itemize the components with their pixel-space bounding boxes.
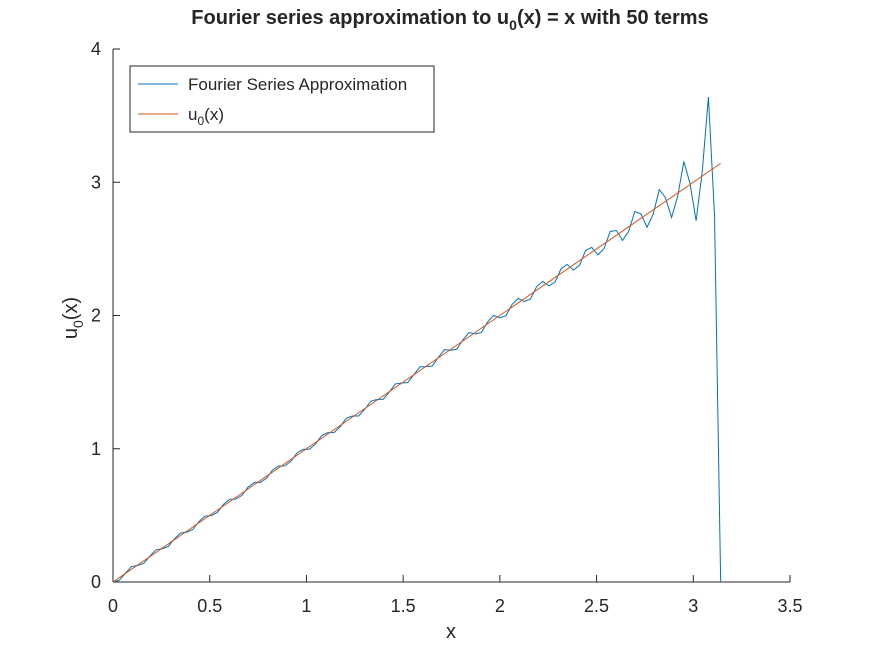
x-tick-label: 3.5 bbox=[777, 596, 802, 616]
y-tick-label: 0 bbox=[91, 572, 101, 592]
legend-box bbox=[129, 65, 435, 133]
plot-area: 0 0.5 1 1.5 2 2.5 3 3.5 0 1 2 3 4 bbox=[91, 39, 803, 616]
x-axis-label: x bbox=[446, 621, 456, 643]
x-tick-label: 1 bbox=[301, 596, 311, 616]
y-axis-label: u0(x) bbox=[60, 297, 86, 339]
legend: Fourier Series Approximation u0(x) bbox=[129, 65, 435, 133]
y-tick-label: 1 bbox=[91, 439, 101, 459]
x-tick-label: 0.5 bbox=[197, 596, 222, 616]
x-tick-label: 3 bbox=[688, 596, 698, 616]
series-fourier-approximation bbox=[112, 97, 722, 583]
series-u0 bbox=[112, 162, 721, 583]
series-layer bbox=[112, 97, 722, 583]
legend-label-fourier: Fourier Series Approximation bbox=[188, 75, 407, 94]
chart-title: Fourier series approximation to u0(x) = … bbox=[191, 7, 708, 33]
x-tick-label: 2.5 bbox=[584, 596, 609, 616]
y-tick-label: 4 bbox=[91, 39, 101, 59]
y-tick-label: 2 bbox=[91, 306, 101, 326]
axis-ticks: 0 0.5 1 1.5 2 2.5 3 3.5 0 1 2 3 4 bbox=[91, 39, 803, 616]
legend-label-u0: u0(x) bbox=[188, 105, 224, 128]
x-tick-label: 0 bbox=[108, 596, 118, 616]
x-tick-label: 1.5 bbox=[391, 596, 416, 616]
x-tick-label: 2 bbox=[495, 596, 505, 616]
y-tick-label: 3 bbox=[91, 172, 101, 192]
